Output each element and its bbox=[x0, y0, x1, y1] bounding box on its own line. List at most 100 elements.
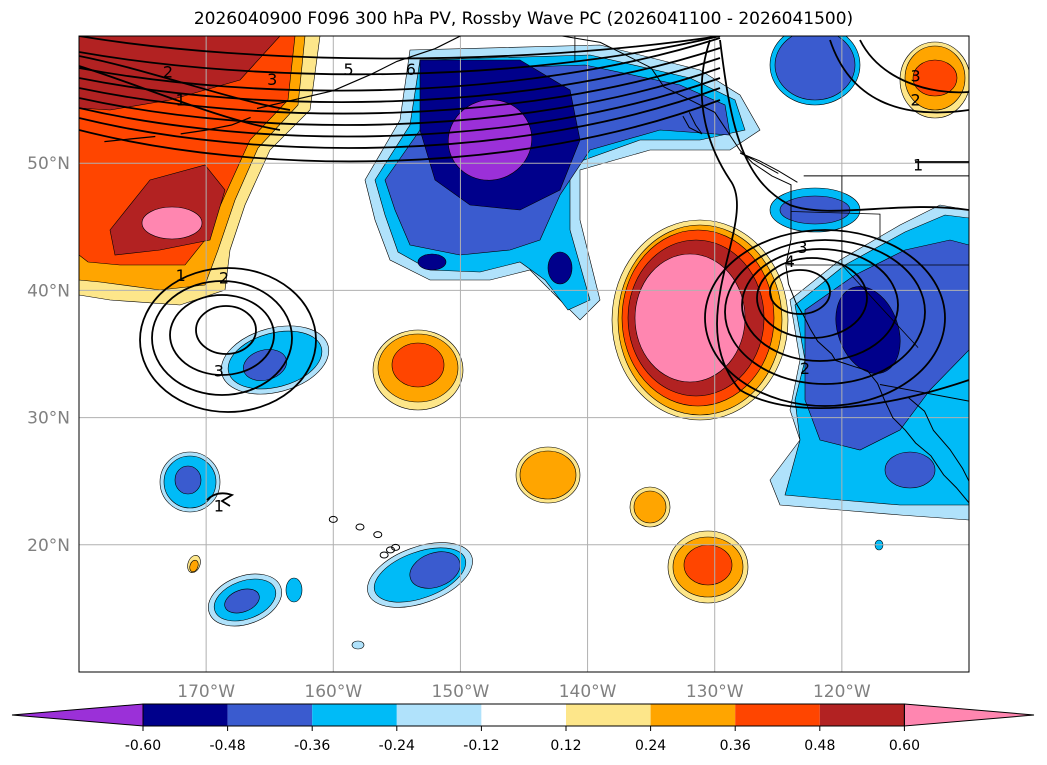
colorbar-tick-label: 0.36 bbox=[720, 738, 751, 754]
colorbar-bin bbox=[566, 704, 651, 726]
state-border bbox=[790, 211, 881, 240]
contour-label: 5 bbox=[343, 60, 353, 79]
rossby-contour-north bbox=[79, 36, 721, 76]
colorbar-tick-label: -0.12 bbox=[463, 738, 499, 754]
hawaii-island bbox=[391, 543, 401, 551]
rossby-contour-high bbox=[741, 248, 899, 362]
pv-negative-west-coast-mid bbox=[884, 451, 936, 489]
rossby-contour-north bbox=[79, 47, 721, 103]
contour-label: 3 bbox=[797, 238, 807, 257]
contour-label: 2 bbox=[911, 91, 921, 110]
longitude-label: 150°W bbox=[432, 682, 490, 702]
rossby-contour-low bbox=[139, 267, 317, 413]
longitude-label: 170°W bbox=[177, 682, 235, 702]
contour-label: 1 bbox=[176, 266, 186, 285]
colorbar-tick-label: -0.60 bbox=[125, 738, 161, 754]
colorbar-extend-high bbox=[903, 703, 1035, 727]
rossby-contour-high bbox=[756, 257, 868, 339]
contour-label: 1 bbox=[913, 155, 923, 174]
contour-label: 3 bbox=[214, 362, 224, 381]
colorbar-tick-label: 0.12 bbox=[550, 738, 581, 754]
contour-label: 6 bbox=[406, 60, 416, 79]
pv-negative-small bbox=[285, 577, 303, 603]
rossby-contour-high bbox=[704, 229, 946, 407]
pv-positive-nw-peak bbox=[141, 206, 203, 240]
pv-positive-small bbox=[633, 490, 667, 524]
latitude-label: 50°N bbox=[27, 154, 70, 174]
colorbar-frame bbox=[142, 703, 905, 727]
rossby-contour-north bbox=[79, 99, 721, 163]
pv-negative-small bbox=[351, 640, 365, 650]
pv-positive-nw-strong bbox=[79, 36, 281, 111]
colorbar-tick-label: 0.60 bbox=[889, 738, 920, 754]
colorbar-bin bbox=[650, 704, 736, 726]
contour-label: 2 bbox=[219, 269, 229, 288]
contour-label: 4 bbox=[785, 252, 795, 271]
rossby-contour-ne bbox=[859, 39, 969, 94]
colorbar-bin bbox=[143, 704, 228, 726]
rossby-contour-north bbox=[79, 36, 721, 60]
map-plot-area bbox=[79, 36, 969, 672]
contour-label: 2 bbox=[163, 63, 173, 82]
pv-positive-east bbox=[634, 253, 746, 383]
rossby-contour-high bbox=[724, 239, 926, 385]
colorbar-extend-low bbox=[11, 703, 144, 727]
latitude-label: 40°N bbox=[27, 281, 70, 301]
colorbar-bin bbox=[819, 704, 905, 726]
contour-label: 1 bbox=[176, 91, 186, 110]
axis-labels: 170°W 160°W 150°W 140°W 130°W 120°W 50°N 40°N 30… bbox=[27, 154, 871, 702]
pv-positive-small bbox=[519, 450, 577, 500]
pv-positive-small bbox=[683, 544, 733, 586]
north-america-coast bbox=[485, 36, 969, 504]
rossby-contour-low bbox=[169, 294, 275, 376]
contour-label: 3 bbox=[911, 66, 921, 85]
rossby-contour-ne bbox=[829, 39, 969, 114]
hawaii-island bbox=[355, 523, 365, 531]
rossby-contour-north bbox=[79, 37, 721, 92]
latitude-label: 30°N bbox=[27, 409, 70, 429]
hawaii-island bbox=[328, 515, 338, 523]
rossby-contour-north bbox=[79, 57, 721, 115]
rossby-contour-north bbox=[79, 65, 281, 131]
chart-title: 2026040900 F096 300 hPa PV, Rossby Wave … bbox=[193, 9, 854, 29]
gulf-of-california-coast bbox=[907, 396, 969, 482]
rossby-contour-ridge bbox=[719, 39, 969, 212]
colorbar-bin bbox=[735, 704, 820, 726]
contour-label: 3 bbox=[267, 70, 277, 89]
colorbar-tick-label: 0.48 bbox=[804, 738, 835, 754]
colorbar-bin bbox=[227, 704, 313, 726]
rossby-contour-north bbox=[79, 67, 721, 126]
rossby-contour-north bbox=[79, 55, 291, 111]
hawaii-island bbox=[379, 551, 389, 559]
rossby-wave-contours bbox=[79, 36, 969, 507]
rossby-contour-north bbox=[79, 77, 721, 138]
pv-negative-small bbox=[547, 251, 573, 285]
rossby-contour-ridge bbox=[700, 39, 969, 409]
pv-positive-small bbox=[189, 559, 199, 573]
pv-negative-small bbox=[174, 465, 202, 495]
aleutian-islands bbox=[104, 135, 156, 143]
longitude-label: 140°W bbox=[559, 682, 617, 702]
colorbar: -0.60 -0.48 -0.36 -0.24 -0.12 0.12 0.24 0.36 0.4… bbox=[11, 703, 1035, 754]
map-frame bbox=[78, 35, 970, 673]
colorbar-tick-label: -0.36 bbox=[294, 738, 330, 754]
colorbar-tick-label: -0.24 bbox=[379, 738, 415, 754]
longitude-label: 160°W bbox=[304, 682, 362, 702]
vancouver-island bbox=[739, 152, 798, 183]
rossby-contour-low bbox=[151, 280, 293, 396]
pv-negative-small bbox=[409, 551, 461, 589]
pv-positive-small bbox=[391, 342, 445, 388]
rossby-contour-small bbox=[206, 492, 235, 507]
contour-label: 1 bbox=[214, 496, 224, 515]
pv-negative-small bbox=[224, 588, 260, 614]
haida-gwaii bbox=[682, 112, 703, 135]
pv-negative-bc-north bbox=[774, 36, 856, 101]
rossby-contour-north bbox=[79, 87, 721, 149]
rossby-contour-high bbox=[769, 269, 831, 315]
longitude-label: 130°W bbox=[686, 682, 744, 702]
colorbar-tick-label: 0.24 bbox=[635, 738, 666, 754]
pv-anomaly-fills bbox=[79, 36, 969, 650]
contour-label: 2 bbox=[800, 359, 810, 378]
